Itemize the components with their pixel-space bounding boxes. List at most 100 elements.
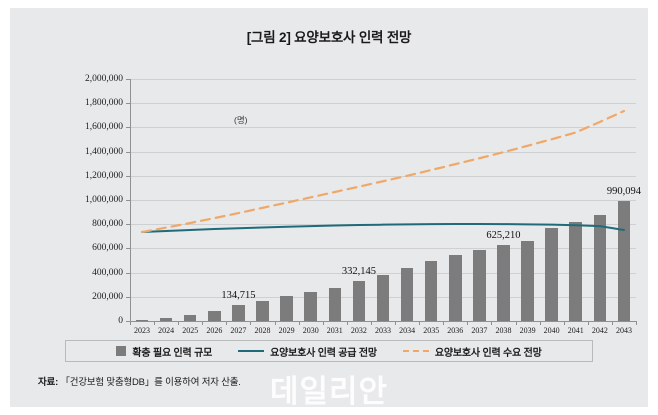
x-axis-tick-label: 2035	[423, 326, 440, 335]
y-axis-tick-label: 800,000	[92, 219, 123, 230]
bar	[352, 280, 366, 321]
legend-label-demand-gap: 확충 필요 인력 규모	[132, 347, 213, 359]
y-axis-tick	[126, 296, 130, 298]
bar	[593, 214, 607, 321]
gridline	[130, 151, 636, 153]
x-axis-tick-label: 2037	[471, 326, 488, 335]
bar	[424, 261, 438, 321]
x-axis-tick	[491, 321, 493, 325]
y-axis-tick-label: 600,000	[92, 243, 123, 254]
bar	[569, 221, 582, 321]
bar	[328, 287, 342, 321]
bar-data-label: 625,210	[486, 230, 521, 242]
gridline	[130, 103, 636, 105]
x-axis-tick	[563, 321, 565, 325]
x-axis-tick	[443, 321, 445, 325]
y-axis-tick	[126, 200, 130, 201]
x-axis-tick	[370, 321, 372, 325]
watermark: 데일리안	[269, 374, 389, 409]
gridline	[130, 248, 636, 250]
gridline	[130, 272, 636, 274]
bar	[497, 245, 510, 321]
y-axis-tick	[126, 321, 130, 322]
bar	[280, 296, 293, 321]
x-axis-tick-label: 2030	[302, 326, 319, 335]
legend-label-supply: 요양보호사 인력 공급 전망	[270, 347, 377, 359]
y-axis-tick-label: 0	[118, 316, 123, 326]
dashed-line-swatch-icon	[402, 350, 429, 352]
y-axis-tick-label: 1,200,000	[85, 170, 123, 181]
y-axis-tick	[126, 272, 130, 274]
bar	[473, 249, 486, 321]
y-axis-tick	[126, 79, 130, 80]
x-axis-tick-label: 2023	[134, 326, 151, 335]
solid-line-swatch-icon	[238, 350, 265, 352]
bar	[232, 304, 245, 321]
x-axis-tick	[636, 321, 637, 325]
x-axis-tick-label: 2024	[158, 326, 175, 335]
gridline	[130, 200, 636, 201]
x-axis-tick	[515, 321, 517, 325]
x-axis-tick-label: 2028	[254, 326, 271, 335]
bar	[376, 275, 390, 321]
bar	[208, 310, 221, 321]
x-axis-tick	[539, 321, 541, 325]
legend-item-supply[interactable]: 요양보호사 인력 공급 전망	[238, 344, 377, 359]
footnote-prefix: 자료:	[38, 377, 59, 388]
y-axis-tick-label: 2,000,000	[85, 74, 123, 84]
figure-panel: [그림 2] 요양보호사 인력 전망 (명) 0 200,000 400,000 60…	[10, 8, 648, 409]
x-axis-tick-label: 2043	[615, 326, 632, 335]
gridline	[130, 224, 636, 226]
x-axis-tick-label: 2031	[326, 326, 343, 335]
bar-data-label: 332,145	[341, 265, 376, 277]
legend-item-demand-gap[interactable]: 확충 필요 인력 규모	[116, 344, 212, 359]
bar-data-label: 134,715	[221, 289, 256, 301]
x-axis-tick	[322, 321, 324, 325]
y-axis-tick	[126, 175, 130, 177]
y-axis-unit-label: (명)	[234, 115, 248, 125]
x-axis-tick-label: 2042	[591, 326, 608, 335]
bar	[617, 201, 631, 321]
bar	[400, 267, 414, 321]
x-axis-tick-label: 2032	[350, 326, 367, 335]
x-axis-tick-label: 2034	[399, 326, 416, 335]
y-axis-tick	[126, 103, 130, 105]
bar	[159, 317, 173, 321]
y-axis-tick-label: 1,000,000	[85, 195, 123, 205]
y-axis-tick	[126, 127, 130, 129]
y-axis-tick	[126, 151, 130, 153]
chart-legend: 확충 필요 인력 규모 요양보호사 인력 공급 전망 요양보호사 인력 수요 전…	[65, 340, 593, 362]
x-axis-line	[130, 321, 636, 322]
footnote-text: 「건강보험 맞춤형DB」를 이용하여 저자 산출.	[60, 377, 241, 388]
y-axis-tick-label: 1,400,000	[85, 146, 123, 157]
x-axis-tick	[178, 321, 180, 325]
legend-item-demand[interactable]: 요양보호사 인력 수요 전망	[402, 344, 542, 359]
bar	[183, 314, 197, 321]
bar-swatch-icon	[116, 346, 127, 356]
y-axis-tick-label: 1,600,000	[85, 122, 123, 133]
figure-footnote: 자료: 「건강보험 맞춤형DB」를 이용하여 저자 산출.	[38, 374, 241, 388]
y-axis-tick	[126, 248, 130, 250]
x-axis-tick-label: 2026	[206, 326, 223, 335]
y-axis-tick-label: 400,000	[92, 267, 123, 278]
x-axis-tick-label: 2041	[567, 326, 584, 335]
x-axis-tick-label: 2033	[375, 326, 391, 335]
x-axis-tick	[611, 321, 613, 325]
bar	[256, 300, 269, 321]
x-axis-tick	[467, 321, 469, 325]
gridline	[130, 175, 636, 177]
gridline	[130, 127, 636, 129]
x-axis-tick	[298, 321, 300, 325]
bar	[449, 255, 462, 321]
x-axis-tick	[250, 321, 252, 325]
gridline	[130, 79, 636, 80]
x-axis-tick-label: 2038	[495, 326, 512, 335]
bar	[135, 320, 149, 321]
x-axis-tick-label: 2040	[543, 326, 560, 335]
x-axis-tick-label: 2036	[447, 326, 464, 335]
x-axis-tick-label: 2029	[278, 326, 295, 335]
figure-title: [그림 2] 요양보호사 인력 전망	[246, 30, 412, 45]
x-axis-tick-label: 2025	[182, 326, 199, 335]
chart-plot-area: (명) 0 200,000 400,000 600,000 800,000 1,000,0…	[85, 70, 641, 335]
